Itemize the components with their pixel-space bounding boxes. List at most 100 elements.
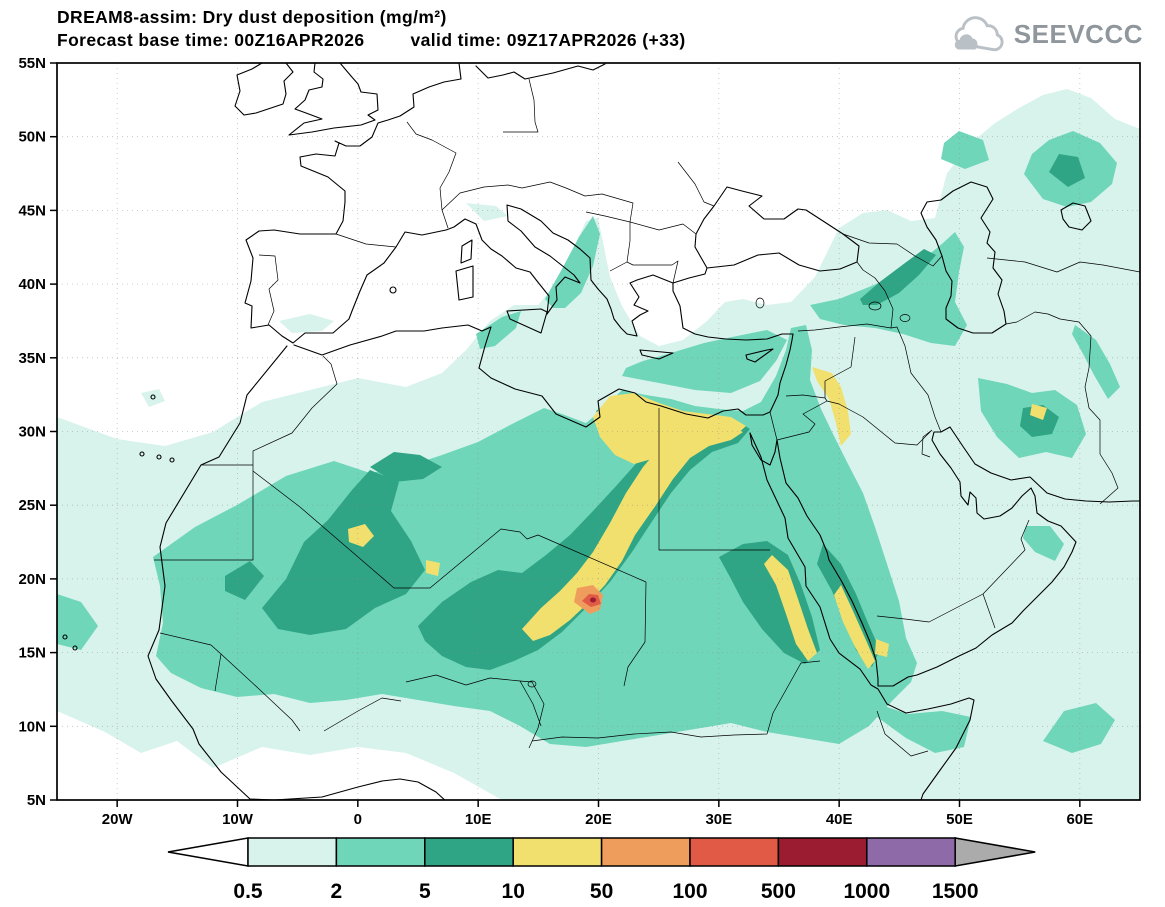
colorbar-cell [777,837,868,867]
x-axis-label: 40E [826,811,853,828]
contour-region [875,639,889,657]
y-axis-label: 50N [18,129,46,146]
coastline [234,63,294,116]
coastline [749,432,778,466]
y-axis-label: 25N [18,497,46,514]
valid-time: valid time: 09Z17APR2026 (+33) [410,30,686,50]
colorbar-tick-label: 5 [419,880,431,903]
contour-region [812,367,851,446]
forecast-base-time: Forecast base time: 00Z16APR2026 [57,30,365,50]
colorbar-tick-label: 0.5 [233,880,263,903]
colorbar-cell [600,837,691,867]
y-axis-label: 5N [27,792,46,809]
page-title: DREAM8-assim: Dry dust deposition (mg/m²… [57,7,447,27]
contour-region [590,597,596,603]
colorbar-tick-label: 2 [331,880,343,903]
cloud-logo-icon [954,16,1004,52]
x-axis-label: 20E [585,811,612,828]
coastline [139,451,145,457]
coastline [293,267,794,428]
contour-region [622,330,787,393]
contour-region [141,389,165,407]
contour-region [860,249,936,305]
coastline [72,645,78,651]
coastline [1060,202,1092,231]
coastline [169,457,175,463]
y-axis-label: 45N [18,202,46,219]
colorbar-tick-label: 500 [761,880,796,903]
contour-region [593,393,746,464]
y-axis-label: 15N [18,645,46,662]
header: DREAM8-assim: Dry dust deposition (mg/m²… [57,6,686,52]
x-axis-label: 60E [1066,811,1093,828]
country-border [899,314,911,322]
colorbar-tick-label: 10 [502,880,525,903]
contour-region [466,203,508,221]
contour-region [764,555,817,661]
coastline [288,63,379,136]
country-borders [154,78,1140,757]
colorbar-cell [512,837,603,867]
y-axis-label: 10N [18,718,46,735]
x-axis-label: 10W [222,811,254,828]
x-axis-label: 20W [102,811,134,828]
contour-region [1020,405,1059,437]
x-axis-label: 10E [465,811,492,828]
map-gridlines [57,63,1140,800]
contour-region [225,561,264,600]
x-axis-label: 50E [946,811,973,828]
coastlines [62,63,1140,800]
contour-region [1030,404,1047,420]
coastline [244,63,674,344]
coastline [776,426,1140,687]
coastline [475,63,606,80]
page-subtitle: Forecast base time: 00Z16APR2026 valid t… [57,29,686,52]
x-axis-label: 0 [354,811,362,828]
country-border [527,680,537,688]
contour-region [1043,703,1115,753]
colorbar-under-arrow [167,837,249,867]
country-border [769,233,1140,629]
logo-text: SEEVCCC [1013,18,1143,49]
contour-region [370,452,442,482]
coastline [150,394,156,400]
contour-region [834,585,875,669]
coastline [749,432,975,800]
y-axis-label: 55N [18,55,46,72]
colorbar-cell [335,837,426,867]
contour-region [545,216,600,308]
y-axis-label: 40N [18,276,46,293]
coastline [156,454,162,460]
y-axis-label: 20N [18,571,46,588]
x-axis-label: 30E [705,811,732,828]
map-axes: 55N 50N 45N 40N 35N 30N 25N 20N 15N 10N 5N 20W 10W 0 1… [18,55,1093,828]
colorbar-cell [689,837,780,867]
contour-region [1023,526,1064,561]
contour-region [348,524,374,547]
colorbar-cell [424,837,514,867]
y-axis-label: 35N [18,350,46,367]
country-border [755,297,765,309]
colorbar-over-arrow [954,837,1036,867]
y-axis-label: 30N [18,424,46,441]
contour-region [941,131,989,169]
contour-region [279,314,334,333]
contour-region [262,470,425,635]
coastline [455,239,774,363]
dust-deposition-map: 55N 50N 45N 40N 35N 30N 25N 20N 15N 10N 5N 20W 10W 0 1… [18,55,1141,828]
colorbar-cell [866,837,956,867]
coastline [62,634,68,640]
colorbar-tick-label: 1000 [843,880,890,903]
country-border [868,301,882,311]
contour-region [522,423,743,641]
colorbar: 0.5 2 5 10 50 100 500 1000 1500 [167,837,1036,903]
contour-region [1072,325,1120,399]
contour-region [426,560,440,576]
colorbar-tick-label: 1500 [932,880,979,903]
coastline [389,286,397,294]
colorbar-tick-label: 50 [590,880,613,903]
contour-region [877,706,971,753]
colorbar-cell [247,837,338,867]
country-border [258,78,715,326]
